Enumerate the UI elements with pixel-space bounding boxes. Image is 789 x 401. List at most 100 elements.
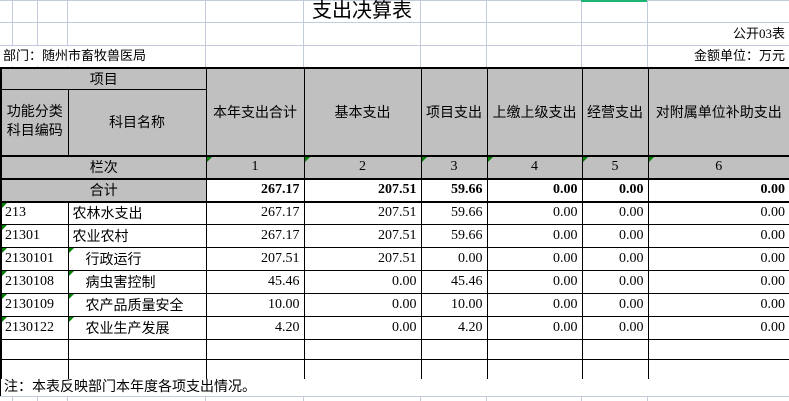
code-cell[interactable]: 2130122: [0, 316, 69, 340]
value-cell[interactable]: 0.00: [581, 201, 649, 225]
value-cell[interactable]: 0.00: [647, 201, 789, 225]
code-cell[interactable]: 2130108: [0, 270, 69, 294]
code-cell[interactable]: 2130109: [0, 293, 69, 317]
page-title[interactable]: 支出决算表: [306, 1, 418, 21]
value-cell[interactable]: 267.17: [205, 224, 305, 248]
value-cell[interactable]: 59.66: [420, 224, 488, 248]
error-indicator-icon: [2, 317, 7, 322]
error-indicator-icon: [69, 271, 74, 276]
empty-cell[interactable]: [420, 339, 488, 360]
value-cell[interactable]: 0.00: [581, 270, 649, 294]
value-cell[interactable]: 0.00: [581, 293, 649, 317]
subject-name-cell[interactable]: 农业农村: [67, 224, 207, 248]
column-number-cell[interactable]: 1: [205, 155, 305, 180]
table-row: 2130108 病虫害控制 45.46 0.00 45.46 0.00 0.00…: [0, 270, 789, 294]
empty-cell[interactable]: [205, 339, 305, 360]
subject-name-cell[interactable]: 农林水支出: [67, 201, 207, 225]
value-cell[interactable]: 0.00: [581, 224, 649, 248]
value-cell[interactable]: 0.00: [303, 316, 422, 340]
value-cell[interactable]: 0.00: [486, 270, 583, 294]
subject-name-cell[interactable]: 行政运行: [67, 247, 207, 271]
value-cell[interactable]: 0.00: [647, 270, 789, 294]
column-number-cell[interactable]: 3: [420, 155, 488, 180]
code-cell[interactable]: 213: [0, 201, 69, 225]
empty-cell[interactable]: [0, 339, 69, 360]
empty-cell[interactable]: [486, 359, 583, 381]
value-cell[interactable]: 45.46: [205, 270, 305, 294]
header-col-year-total[interactable]: 本年支出合计: [205, 67, 305, 157]
code-cell[interactable]: 2130101: [0, 247, 69, 271]
value-cell[interactable]: 207.51: [303, 247, 422, 271]
value-cell[interactable]: 59.66: [420, 201, 488, 225]
error-indicator-icon: [207, 156, 212, 162]
empty-cell[interactable]: [581, 339, 649, 360]
sheet-code-cell[interactable]: 公开03表: [729, 24, 788, 44]
empty-cell[interactable]: [647, 359, 789, 381]
total-value-cell[interactable]: 267.17: [205, 178, 305, 203]
error-indicator-icon: [2, 294, 7, 299]
value-cell[interactable]: 0.00: [581, 316, 649, 340]
total-label[interactable]: 合计: [0, 178, 207, 203]
value-cell[interactable]: 0.00: [486, 201, 583, 225]
column-number-cell[interactable]: 6: [647, 155, 789, 180]
value-cell[interactable]: 0.00: [420, 247, 488, 271]
error-indicator-icon: [2, 248, 7, 253]
header-col-basic[interactable]: 基本支出: [303, 67, 422, 157]
empty-cell[interactable]: [0, 359, 69, 381]
empty-cell[interactable]: [205, 359, 305, 381]
total-value-cell[interactable]: 59.66: [420, 178, 488, 203]
table-row: 21301 农业农村 267.17 207.51 59.66 0.00 0.00…: [0, 224, 789, 248]
header-col-subsidy[interactable]: 对附属单位补助支出: [647, 67, 789, 157]
subject-name-cell[interactable]: 农业生产发展: [67, 316, 207, 340]
subject-name-cell[interactable]: 农产品质量安全: [67, 293, 207, 317]
total-value-cell[interactable]: 0.00: [647, 178, 789, 203]
value-cell[interactable]: 0.00: [647, 224, 789, 248]
value-cell[interactable]: 0.00: [303, 270, 422, 294]
table-note[interactable]: 注：本表反映部门本年度各项支出情况。: [0, 379, 789, 396]
empty-cell[interactable]: [303, 359, 422, 381]
unit-label-cell[interactable]: 金额单位：万元: [690, 46, 788, 66]
header-func-code[interactable]: 功能分类 科目编码: [0, 89, 69, 157]
header-col-project-exp[interactable]: 项目支出: [420, 67, 488, 157]
header-col-upper-level[interactable]: 上缴上级支出: [486, 67, 583, 157]
column-number-label[interactable]: 栏次: [0, 155, 207, 180]
empty-cell[interactable]: [581, 359, 649, 381]
code-cell[interactable]: 21301: [0, 224, 69, 248]
value-cell[interactable]: 0.00: [303, 293, 422, 317]
value-cell[interactable]: 0.00: [486, 224, 583, 248]
empty-cell[interactable]: [420, 359, 488, 381]
value-cell[interactable]: 45.46: [420, 270, 488, 294]
error-indicator-icon: [649, 156, 654, 162]
value-cell[interactable]: 0.00: [486, 293, 583, 317]
value-cell[interactable]: 207.51: [205, 247, 305, 271]
empty-cell[interactable]: [647, 339, 789, 360]
header-project[interactable]: 项目: [0, 67, 207, 90]
value-cell[interactable]: 10.00: [205, 293, 305, 317]
empty-cell[interactable]: [67, 359, 207, 381]
value-cell[interactable]: 0.00: [486, 316, 583, 340]
column-number-cell[interactable]: 4: [486, 155, 583, 180]
empty-cell[interactable]: [486, 339, 583, 360]
total-value-cell[interactable]: 207.51: [303, 178, 422, 203]
total-value-cell[interactable]: 0.00: [486, 178, 583, 203]
value-cell[interactable]: 4.20: [420, 316, 488, 340]
header-subject-name[interactable]: 科目名称: [67, 89, 207, 157]
value-cell[interactable]: 0.00: [647, 247, 789, 271]
value-cell[interactable]: 0.00: [486, 247, 583, 271]
column-number-cell[interactable]: 2: [303, 155, 422, 180]
empty-cell[interactable]: [303, 339, 422, 360]
value-cell[interactable]: 0.00: [647, 316, 789, 340]
department-cell[interactable]: 部门：随州市畜牧兽医局: [0, 46, 157, 66]
value-cell[interactable]: 207.51: [303, 224, 422, 248]
column-number-cell[interactable]: 5: [581, 155, 649, 180]
total-value-cell[interactable]: 0.00: [581, 178, 649, 203]
value-cell[interactable]: 0.00: [647, 293, 789, 317]
value-cell[interactable]: 207.51: [303, 201, 422, 225]
value-cell[interactable]: 267.17: [205, 201, 305, 225]
header-col-operating[interactable]: 经营支出: [581, 67, 649, 157]
value-cell[interactable]: 4.20: [205, 316, 305, 340]
empty-cell[interactable]: [67, 339, 207, 360]
value-cell[interactable]: 0.00: [581, 247, 649, 271]
value-cell[interactable]: 10.00: [420, 293, 488, 317]
subject-name-cell[interactable]: 病虫害控制: [67, 270, 207, 294]
